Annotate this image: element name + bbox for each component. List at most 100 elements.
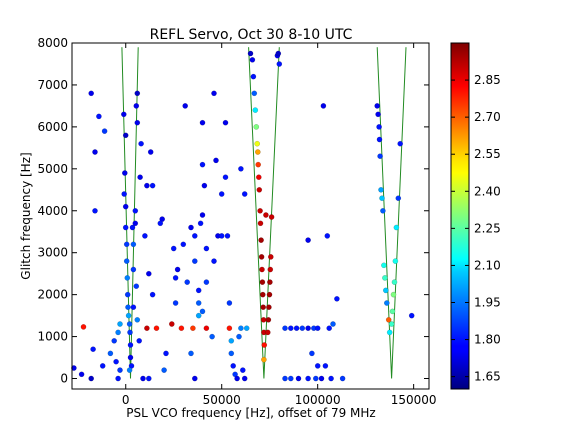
- data-point: [222, 174, 229, 180]
- data-point: [122, 132, 129, 139]
- data-point: [247, 50, 254, 57]
- data-point: [228, 350, 235, 357]
- data-point: [188, 224, 194, 231]
- x-tick-label: 0: [122, 393, 130, 407]
- data-point: [268, 214, 275, 220]
- data-point: [201, 182, 208, 189]
- data-point: [230, 363, 236, 369]
- data-point: [374, 103, 381, 109]
- data-point: [299, 325, 306, 332]
- data-point: [92, 207, 98, 214]
- data-point: [203, 279, 210, 285]
- data-point: [80, 324, 87, 330]
- data-point: [326, 325, 333, 332]
- data-point: [282, 325, 288, 332]
- data-point: [140, 375, 146, 382]
- colorbar: 1.65 1.80 1.95 2.10 2.25 2.40 2.55 2.70 2.85: [450, 42, 501, 390]
- data-point: [222, 119, 229, 126]
- data-point: [314, 363, 321, 369]
- data-point: [257, 207, 263, 214]
- data-point: [199, 161, 206, 168]
- data-point: [376, 124, 382, 130]
- data-point: [322, 363, 329, 369]
- data-point: [132, 207, 139, 214]
- data-point: [195, 300, 202, 306]
- data-point: [324, 233, 331, 239]
- data-point: [314, 325, 321, 332]
- data-point: [377, 153, 383, 159]
- data-point: [266, 304, 272, 311]
- data-point: [168, 321, 175, 327]
- data-point: [295, 375, 302, 382]
- data-point: [178, 325, 185, 332]
- colorbar-tick-label: 2.10: [474, 258, 501, 272]
- data-point: [117, 321, 123, 327]
- data-point: [124, 275, 131, 281]
- data-point: [250, 73, 257, 80]
- data-point: [386, 329, 393, 336]
- data-point: [144, 325, 150, 332]
- data-point: [130, 241, 137, 248]
- data-point: [238, 325, 244, 332]
- x-axis-label: PSL VCO frequency [Hz], offset of 79 MHz: [126, 406, 375, 420]
- data-point: [149, 182, 156, 189]
- data-point: [382, 275, 388, 281]
- data-point: [305, 375, 311, 382]
- data-point: [318, 375, 325, 382]
- data-point: [211, 90, 217, 97]
- data-point: [199, 212, 206, 218]
- data-point: [126, 321, 133, 327]
- data-point: [388, 321, 395, 327]
- data-point: [390, 291, 397, 298]
- data-point: [191, 233, 198, 239]
- data-point: [124, 291, 131, 298]
- data-point: [71, 365, 77, 371]
- data-point: [379, 195, 385, 201]
- colorbar-tick-label: 1.65: [474, 370, 501, 384]
- data-point: [239, 367, 246, 373]
- data-point: [376, 136, 383, 143]
- data-point: [137, 174, 143, 180]
- data-point: [195, 287, 202, 294]
- data-point: [127, 342, 134, 348]
- colorbar-ticks: 1.65 1.80 1.95 2.10 2.25 2.40 2.55 2.70 2.85: [451, 73, 501, 384]
- data-point: [134, 90, 141, 97]
- data-point: [209, 333, 215, 340]
- data-point: [224, 233, 231, 239]
- data-point: [375, 111, 381, 118]
- data-point: [96, 113, 102, 120]
- data-point: [397, 140, 404, 147]
- data-point: [134, 119, 141, 126]
- data-point: [188, 350, 194, 357]
- data-point: [234, 375, 240, 382]
- colorbar-gradient: [450, 42, 470, 390]
- y-axis-label: Glitch frequency [Hz]: [19, 152, 33, 279]
- data-point: [99, 363, 106, 369]
- data-point: [380, 207, 386, 214]
- data-point: [107, 350, 114, 357]
- data-point: [127, 329, 133, 336]
- data-point: [339, 375, 346, 382]
- data-point: [305, 237, 311, 243]
- data-point: [111, 337, 117, 344]
- chart-title: REFL Servo, Oct 30 8-10 UTC: [150, 27, 353, 43]
- data-point: [241, 191, 248, 197]
- data-point: [258, 254, 265, 260]
- data-point: [334, 295, 340, 302]
- data-point: [117, 367, 123, 373]
- data-point: [122, 203, 129, 210]
- data-point: [88, 90, 94, 97]
- x-tick-label: 50000: [203, 393, 241, 407]
- data-point: [251, 90, 258, 97]
- data-point: [172, 300, 179, 306]
- data-point: [258, 237, 264, 243]
- data-point: [330, 321, 336, 327]
- data-point: [255, 174, 262, 180]
- colorbar-tick-label: 2.40: [474, 184, 501, 198]
- data-point: [264, 329, 271, 336]
- data-point: [381, 262, 387, 269]
- data-point: [391, 279, 398, 285]
- data-point: [134, 316, 141, 323]
